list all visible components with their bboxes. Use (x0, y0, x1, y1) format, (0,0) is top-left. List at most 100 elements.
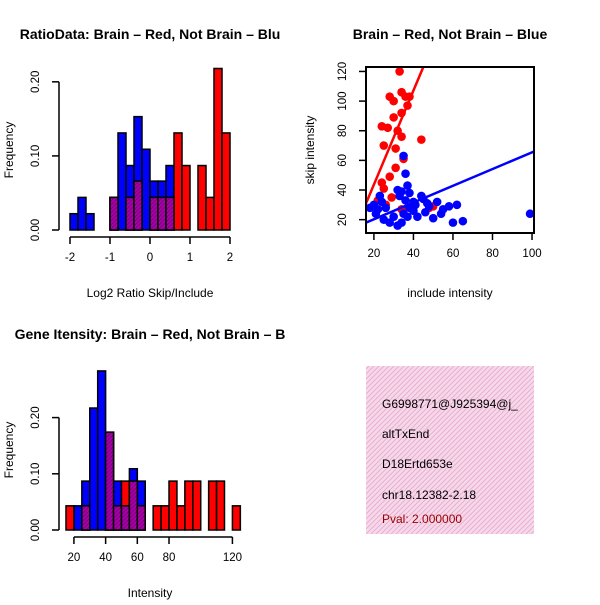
scatter-fit-lines (366, 67, 534, 224)
intensity-overlap-bar (81, 505, 91, 531)
ratio-brain-bar (197, 164, 207, 231)
intensity-x-tick-label: 120 (223, 552, 242, 564)
intensity-not-brain-bar (89, 407, 99, 531)
scatter-point-not-brain (428, 213, 438, 223)
intensity-overlap-bar (112, 505, 123, 531)
fit-line-brain (366, 67, 425, 204)
intensity-not-brain-bar (96, 370, 107, 531)
scatter-point-not-brain (397, 218, 406, 227)
scatter-x-tick-label: 20 (368, 248, 381, 260)
scatter-point-not-brain (365, 203, 375, 213)
scatter-plot-frame (365, 66, 535, 234)
ratio-chart-title: RatioData: Brain – Red, Not Brain – Blu (20, 26, 281, 42)
scatter-point-not-brain (371, 209, 381, 219)
intensity-brain-bar (192, 480, 202, 531)
intensity-axes: 20 40 60 80 120 0.00 0.10 0.20 (30, 406, 242, 564)
ratio-not-brain-bar (77, 196, 87, 231)
intensity-overlap-bars (81, 431, 146, 531)
ratio-not-brain-bar (141, 148, 151, 231)
ratio-not-brain-bar (69, 212, 79, 231)
scatter-point-not-brain (401, 196, 410, 205)
intensity-y-tick-label: 0.20 (30, 406, 42, 428)
scatter-point-not-brain (403, 212, 412, 221)
ratio-y-tick-label: 0.00 (30, 219, 42, 241)
info-event-type: altTxEnd (382, 427, 429, 441)
scatter-point-not-brain (448, 218, 458, 227)
info-box-background (366, 366, 534, 534)
ratio-y-tick-label: 0.10 (30, 145, 42, 167)
scatter-point-brain (379, 184, 389, 193)
scatter-point-brain (417, 135, 426, 144)
intensity-x-tick-label: 80 (163, 552, 176, 564)
scatter-point-brain (391, 163, 400, 173)
intensity-brain-bar (215, 480, 226, 531)
scatter-point-not-brain (452, 200, 462, 210)
intensity-brain-bar (65, 505, 75, 531)
intensity-x-axis-label: Intensity (128, 586, 173, 600)
ratio-brain-bar (181, 164, 191, 231)
ratio-x-tick-label: 0 (147, 252, 153, 264)
ratio-not-brain-bar (117, 132, 127, 231)
ratio-x-axis-label: Log2 Ratio Skip/Include (87, 286, 214, 300)
scatter-x-tick-label: 60 (447, 248, 460, 260)
scatter-points (365, 67, 535, 230)
scatter-point-not-brain (436, 209, 446, 219)
intensity-brain-bar (168, 480, 178, 531)
ratio-brain-bar (173, 132, 183, 231)
ratio-overlap-bar (125, 196, 135, 231)
ratio-brain-bar (213, 67, 223, 231)
ratio-x-tick-label: 1 (187, 252, 193, 264)
scatter-point-brain (395, 67, 404, 76)
scatter-y-axis-label: skip intensity (303, 116, 317, 185)
intensity-y-tick-label: 0.00 (30, 519, 42, 541)
intensity-x-tick-label: 60 (131, 552, 144, 564)
scatter-point-not-brain (399, 151, 408, 161)
info-location: chr18.12382-2.18 (382, 488, 476, 502)
scatter-point-brain (379, 141, 389, 150)
info-gene-name: D18Ertd653e (382, 457, 453, 471)
scatter-point-not-brain (432, 197, 442, 207)
scatter-y-tick-label: 40 (337, 184, 349, 197)
scatter-point-brain (389, 96, 398, 106)
scatter-point-not-brain (381, 203, 391, 213)
intensity-brain-bar (184, 480, 194, 531)
scatter-y-tick-label: 100 (337, 91, 349, 110)
scatter-point-not-brain (413, 212, 422, 221)
scatter-x-tick-label: 80 (486, 248, 499, 260)
ratio-brain-bar (221, 132, 231, 231)
scatter-point-not-brain (458, 216, 468, 226)
scatter-y-tick-label: 120 (337, 62, 349, 81)
intensity-brain-bar (152, 505, 162, 531)
scatter-point-brain (385, 172, 395, 181)
ratio-overlap-bar (133, 180, 143, 231)
intensity-y-axis-label: Frequency (2, 422, 16, 479)
scatter-x-tick-label: 100 (522, 248, 541, 260)
ratio-overlap-bars (109, 180, 175, 231)
intensity-overlap-bar (120, 505, 131, 531)
ratio-not-brain-bar (85, 212, 95, 231)
intensity-not-brain-bar (73, 505, 83, 531)
intensity-overlap-bar (104, 431, 115, 531)
scatter-point-not-brain (420, 207, 430, 217)
ratio-axes: -2 -1 0 1 2 0.00 0.10 0.20 (30, 71, 233, 264)
scatter-point-brain (383, 123, 393, 133)
scatter-chart-title: Brain – Red, Not Brain – Blue (353, 26, 548, 42)
info-box: G6998771@J925394@j_ altTxEnd D18Ertd653e… (366, 366, 534, 534)
ratio-overlap-bar (149, 196, 159, 231)
ratio-histogram-panel: RatioData: Brain – Red, Not Brain – Blu … (2, 26, 280, 300)
ratio-x-tick-label: -2 (65, 252, 75, 264)
intensity-overlap-bar (128, 480, 139, 531)
intensity-brain-bar (207, 480, 218, 531)
scatter-axes: 20 40 60 80 100 20 40 60 80 100 120 (337, 62, 542, 260)
ratio-overlap-bar (165, 196, 175, 231)
scatter-point-brain (387, 193, 396, 202)
info-pval: Pval: 2.000000 (382, 512, 462, 526)
ratio-x-tick-label: -1 (105, 252, 115, 264)
scatter-point-not-brain (405, 188, 414, 198)
scatter-point-brain (389, 113, 398, 122)
scatter-y-tick-label: 20 (337, 213, 349, 226)
scatter-y-tick-label: 60 (337, 154, 349, 167)
fit-line-not-brain (366, 150, 534, 224)
intensity-chart-title: Gene Itensity: Brain – Red, Not Brain – … (15, 326, 286, 342)
